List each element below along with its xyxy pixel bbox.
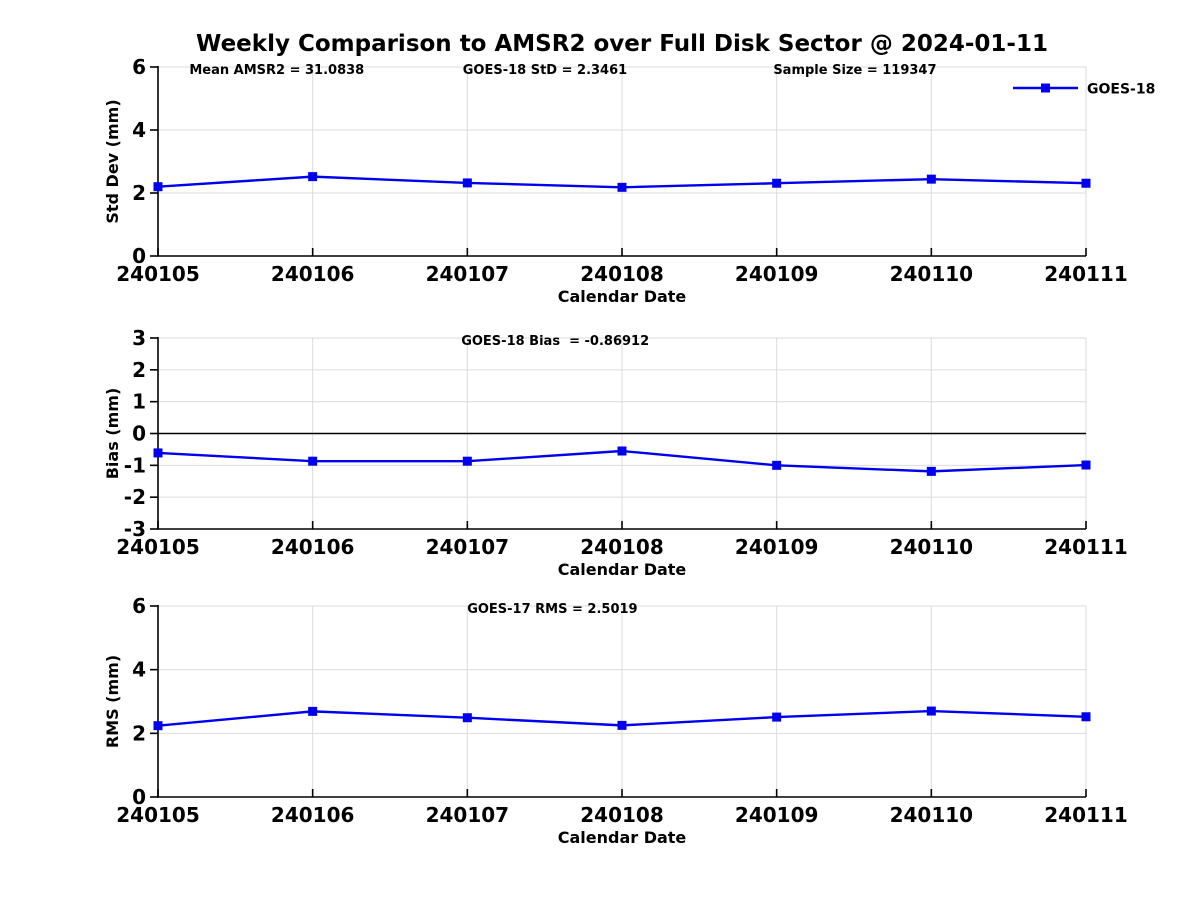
data-point-marker [617, 720, 627, 730]
x-tick-label: 240107 [426, 803, 510, 827]
stat-annotation: GOES-18 StD = 2.3461 [463, 63, 627, 78]
y-tick-label: 3 [132, 326, 146, 350]
y-tick-label: 0 [132, 244, 146, 268]
y-tick-label: 4 [132, 118, 146, 142]
x-tick-label: 240106 [271, 803, 355, 827]
y-tick-label: 6 [132, 55, 146, 79]
stat-annotation: GOES-18 Bias = -0.86912 [461, 334, 649, 349]
x-tick-label: 240109 [735, 535, 819, 559]
x-tick-label: 240111 [1044, 535, 1128, 559]
x-axis-title: Calendar Date [558, 287, 687, 306]
stat-annotation: Mean AMSR2 = 31.0838 [189, 63, 364, 78]
x-axis-title: Calendar Date [558, 828, 687, 847]
data-point-marker [1081, 460, 1091, 470]
data-point-marker [926, 706, 936, 716]
data-point-marker [462, 713, 472, 723]
legend-marker-sample [1041, 83, 1050, 93]
x-tick-label: 240111 [1044, 262, 1128, 286]
data-point-marker [926, 466, 936, 476]
data-point-marker [462, 456, 472, 466]
x-tick-label: 240107 [426, 535, 510, 559]
y-tick-label: 2 [132, 721, 146, 745]
x-tick-label: 240106 [271, 535, 355, 559]
y-tick-label: 0 [132, 785, 146, 809]
y-tick-label: 1 [132, 390, 146, 414]
data-point-marker [772, 178, 782, 188]
y-tick-label: 4 [132, 658, 146, 682]
x-tick-label: 240107 [426, 262, 510, 286]
y-tick-label: 2 [132, 181, 146, 205]
data-point-marker [153, 721, 163, 731]
data-point-marker [462, 178, 472, 188]
x-tick-label: 240109 [735, 262, 819, 286]
y-tick-label: 0 [132, 422, 146, 446]
x-tick-label: 240105 [116, 262, 200, 286]
stat-annotation: Sample Size = 119347 [773, 63, 936, 78]
x-tick-label: 240108 [580, 262, 664, 286]
y-tick-label: 2 [132, 358, 146, 382]
x-tick-label: 240106 [271, 262, 355, 286]
x-tick-label: 240110 [890, 262, 974, 286]
data-point-marker [926, 174, 936, 184]
y-axis-title: RMS (mm) [103, 655, 122, 748]
y-tick-label: 6 [132, 594, 146, 618]
data-point-marker [772, 460, 782, 470]
y-tick-label: -2 [124, 485, 146, 509]
data-point-marker [308, 172, 318, 182]
data-point-marker [1081, 712, 1091, 722]
data-point-marker [153, 182, 163, 192]
x-tick-label: 240105 [116, 803, 200, 827]
data-point-marker [308, 456, 318, 466]
x-tick-label: 240108 [580, 803, 664, 827]
x-tick-label: 240110 [890, 535, 974, 559]
x-tick-label: 240108 [580, 535, 664, 559]
data-point-marker [308, 706, 318, 716]
stat-annotation: GOES-17 RMS = 2.5019 [467, 602, 637, 617]
x-tick-label: 240109 [735, 803, 819, 827]
data-point-marker [617, 446, 627, 456]
x-tick-label: 240111 [1044, 803, 1128, 827]
y-axis-title: Std Dev (mm) [103, 99, 122, 223]
y-tick-label: -1 [124, 453, 146, 477]
data-point-marker [617, 182, 627, 192]
x-tick-label: 240110 [890, 803, 974, 827]
figure-title: Weekly Comparison to AMSR2 over Full Dis… [196, 31, 1048, 57]
x-tick-label: 240105 [116, 535, 200, 559]
x-axis-title: Calendar Date [558, 560, 687, 579]
legend-label: GOES-18 [1087, 82, 1155, 98]
data-point-marker [153, 448, 163, 458]
data-point-marker [772, 712, 782, 722]
data-point-marker [1081, 178, 1091, 188]
y-axis-title: Bias (mm) [103, 388, 122, 480]
y-tick-label: -3 [124, 517, 146, 541]
